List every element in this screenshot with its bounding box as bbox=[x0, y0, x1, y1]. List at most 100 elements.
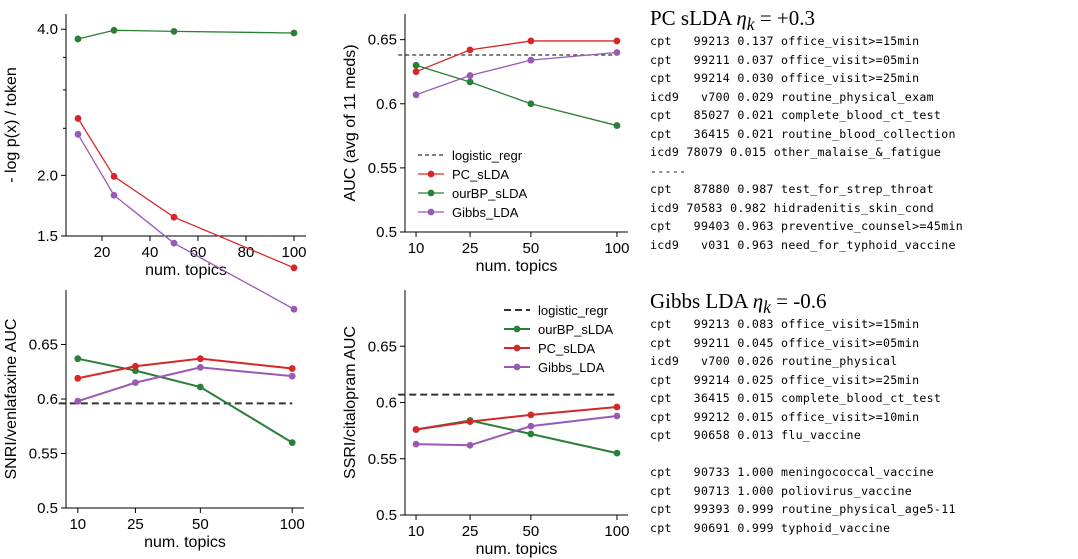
x-axis-label: num. topics bbox=[476, 541, 558, 558]
gibbs-lda-table-title: Gibbs LDA ηk = -0.6 bbox=[650, 287, 1075, 318]
y-tick-label: 4.0 bbox=[37, 21, 58, 38]
table-row: icd9 v700 0.029 routine_physical_exam bbox=[650, 89, 934, 104]
data-point bbox=[466, 72, 474, 79]
data-point bbox=[412, 68, 420, 76]
data-point bbox=[74, 374, 82, 382]
data-point bbox=[466, 418, 474, 426]
table-row: icd9 v700 0.026 routine_physical bbox=[650, 354, 898, 368]
table-row: cpt 90691 0.999 typhoid_vaccine bbox=[650, 520, 891, 535]
y-tick-label: 0.55 bbox=[368, 160, 397, 177]
data-point bbox=[74, 115, 82, 122]
y-tick-label: 0.65 bbox=[368, 32, 397, 49]
y-tick-label: 0.6 bbox=[37, 391, 58, 408]
data-point bbox=[196, 363, 204, 371]
table-row: cpt 99213 0.137 office_visit>=15min bbox=[650, 34, 920, 48]
gibbs-lda-title-label: Gibbs LDA bbox=[650, 289, 753, 313]
y-tick-label: 0.65 bbox=[368, 338, 397, 355]
gibbs-lda-title-value: = -0.6 bbox=[770, 289, 827, 313]
x-tick-label: 10 bbox=[69, 516, 86, 533]
pc-slda-topic-table: PC sLDA ηk = +0.3 cpt 99213 0.137 office… bbox=[650, 4, 1075, 254]
gibbs-lda-topic-lines: cpt 99213 0.083 office_visit>=15min cpt … bbox=[650, 315, 1075, 537]
eta-subscript: k bbox=[763, 297, 771, 318]
chart-panel-1: 20 40 60 80 100 num. topics 1.5 2.0 4.0 - log p(x… bbox=[3, 14, 307, 313]
data-point bbox=[288, 439, 296, 446]
table-row: icd9 78079 0.015 other_malaise_&_fatigue bbox=[650, 145, 942, 159]
y-tick-label: 0.65 bbox=[29, 337, 58, 354]
series-line bbox=[77, 366, 293, 403]
series-line bbox=[415, 51, 618, 96]
table-row: cpt 99214 0.025 office_visit>=25min bbox=[650, 372, 920, 387]
table-row: cpt 99211 0.045 office_visit>=05min bbox=[650, 335, 920, 350]
y-tick-label: 0.6 bbox=[376, 96, 397, 113]
legend-label: ourBP_sLDA bbox=[538, 322, 613, 337]
data-point bbox=[466, 441, 474, 449]
data-point bbox=[74, 130, 82, 138]
pc-slda-title-value: = +0.3 bbox=[754, 6, 815, 30]
x-tick-label: 10 bbox=[408, 240, 425, 257]
legend-label: logistic_regr bbox=[538, 303, 609, 318]
x-tick-label: 25 bbox=[127, 516, 144, 533]
data-point bbox=[527, 100, 535, 108]
series-line bbox=[77, 29, 295, 40]
y-tick-label: 0.55 bbox=[29, 446, 58, 463]
legend-label: ourBP_sLDA bbox=[452, 186, 527, 201]
y-tick-label: 2.0 bbox=[37, 167, 58, 184]
x-tick-label: 25 bbox=[462, 240, 479, 257]
legend-marker bbox=[427, 170, 435, 178]
x-tick-label: 100 bbox=[604, 523, 629, 540]
legend-marker bbox=[513, 325, 521, 333]
charts-figure: 20 40 60 80 100 num. topics 1.5 2.0 4.0 - log p(x… bbox=[3, 14, 629, 558]
data-point bbox=[613, 412, 621, 420]
pc-slda-title-label: PC sLDA bbox=[650, 6, 737, 30]
table-row: icd9 v031 0.963 need_for_typhoid_vaccine bbox=[650, 237, 956, 252]
series-line bbox=[77, 133, 295, 310]
data-point bbox=[196, 383, 204, 391]
data-point bbox=[110, 26, 118, 34]
data-point bbox=[74, 397, 82, 405]
y-tick-label: 0.5 bbox=[37, 500, 58, 517]
table-row: ----- bbox=[650, 163, 687, 178]
table-row: cpt 99214 0.030 office_visit>=25min bbox=[650, 71, 920, 85]
y-tick-label: 0.6 bbox=[376, 395, 397, 412]
x-axis-label: num. topics bbox=[144, 534, 226, 551]
x-tick-label: 50 bbox=[523, 240, 540, 257]
y-tick-label: 0.5 bbox=[376, 507, 397, 524]
data-point bbox=[527, 430, 535, 438]
chart-panel-2: 10 25 50 100 num. topics 0.5 0.55 0.6 0.65 AUC (a… bbox=[342, 14, 629, 275]
data-point bbox=[288, 365, 296, 372]
legend-label: Gibbs_LDA bbox=[538, 360, 605, 375]
legend-label: Gibbs_LDA bbox=[452, 205, 519, 220]
legend-marker bbox=[427, 208, 435, 216]
legend-label: PC_sLDA bbox=[452, 167, 509, 182]
x-tick-label: 20 bbox=[94, 244, 111, 261]
series-line bbox=[77, 357, 293, 380]
data-point bbox=[74, 35, 82, 43]
gibbs-lda-topic-table: Gibbs LDA ηk = -0.6 cpt 99213 0.083 offi… bbox=[650, 287, 1075, 537]
table-row: cpt 85027 0.021 complete_blood_ct_test bbox=[650, 108, 942, 122]
chart-panel-3: 10 25 50 100 num. topics 0.5 0.55 0.6 0.65 SNRI/v… bbox=[3, 290, 305, 551]
legend: logistic_regr ourBP_sLDA PC_sLDA Gibbs_LDA bbox=[504, 303, 613, 375]
table-row: cpt 99212 0.015 office_visit>=10min bbox=[650, 409, 920, 424]
series-line bbox=[415, 40, 617, 73]
x-tick-label: 60 bbox=[190, 244, 207, 261]
chart-panel-4: 10 25 50 100 num. topics 0.5 0.55 0.6 0.65 SSRI/c… bbox=[342, 290, 629, 558]
y-axis-label: - log p(x) / token bbox=[3, 67, 20, 183]
table-row: cpt 99213 0.083 office_visit>=15min bbox=[650, 317, 920, 331]
x-axis-label: num. topics bbox=[476, 258, 558, 275]
x-axis-label: num. topics bbox=[145, 262, 227, 279]
table-row: cpt 90658 0.013 flu_vaccine bbox=[650, 428, 862, 442]
eta-symbol: η bbox=[752, 289, 764, 313]
data-point bbox=[288, 372, 296, 380]
series-line bbox=[415, 64, 618, 127]
data-point bbox=[527, 411, 535, 419]
x-tick-label: 50 bbox=[192, 516, 209, 533]
y-tick-label: 1.5 bbox=[37, 228, 58, 245]
data-point bbox=[170, 213, 178, 221]
data-point bbox=[527, 56, 535, 64]
data-point bbox=[613, 403, 621, 411]
data-point bbox=[170, 239, 178, 247]
series-line bbox=[77, 357, 293, 444]
series-line bbox=[77, 118, 295, 269]
legend: logistic_regr PC_sLDA ourBP_sLDA Gibbs_LDA bbox=[418, 148, 527, 220]
table-row: cpt 99393 0.999 routine_physical_age5-11 bbox=[650, 502, 956, 516]
